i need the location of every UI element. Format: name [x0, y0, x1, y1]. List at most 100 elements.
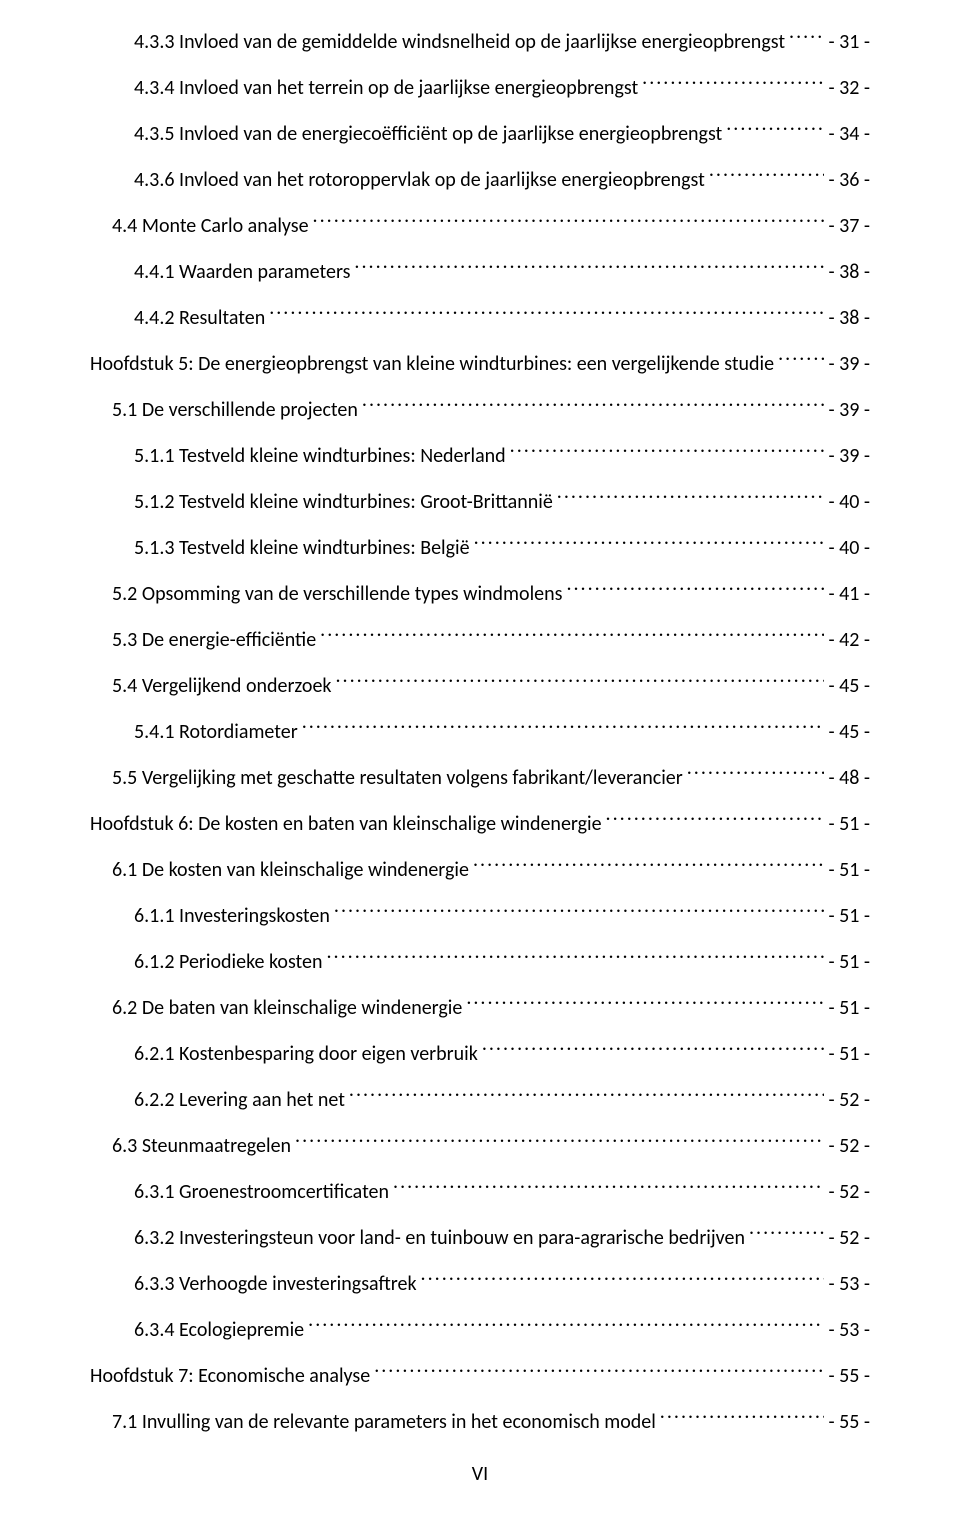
toc-entry: 4.3.6 Invloed van het rotoroppervlak op … — [90, 162, 870, 194]
toc-entry: 6.3.1 Groenestroomcertificaten - 52 - — [90, 1174, 870, 1206]
toc-entry-page: - 51 - — [824, 994, 870, 1022]
toc-entry-title: 6.2.2 Levering aan het net — [134, 1086, 349, 1114]
toc-entry-title: 6.3.4 Ecologiepremie — [134, 1316, 308, 1344]
toc-entry: 4.4.2 Resultaten - 38 - — [90, 300, 870, 332]
toc-entry-title: Hoofdstuk 7: Economische analyse — [90, 1362, 374, 1390]
toc-entry-page: - 51 - — [824, 810, 870, 838]
toc-entry: 4.3.4 Invloed van het terrein op de jaar… — [90, 70, 870, 102]
toc-entry: Hoofdstuk 6: De kosten en baten van klei… — [90, 806, 870, 838]
page-footer-numeral: VI — [0, 1462, 960, 1486]
toc-leader-dots — [393, 1174, 824, 1198]
toc-leader-dots — [778, 346, 824, 370]
toc-entry: 6.2.1 Kostenbesparing door eigen verbrui… — [90, 1036, 870, 1068]
toc-leader-dots — [302, 714, 825, 738]
toc-leader-dots — [482, 1036, 825, 1060]
toc-entry-title: 5.1.1 Testveld kleine windturbines: Nede… — [134, 442, 510, 470]
toc-leader-dots — [566, 576, 824, 600]
toc-entry: 4.3.3 Invloed van de gemiddelde windsnel… — [90, 24, 870, 56]
toc-leader-dots — [606, 806, 825, 830]
toc-entry-title: 5.5 Vergelijking met geschatte resultate… — [112, 764, 687, 792]
toc-entry-page: - 48 - — [824, 764, 870, 792]
toc-leader-dots — [660, 1404, 825, 1428]
toc-entry: 5.4.1 Rotordiameter- 45 - — [90, 714, 870, 746]
toc-entry-title: 6.3.1 Groenestroomcertificaten — [134, 1178, 393, 1206]
toc-entry-page: - 39 - — [824, 350, 870, 378]
toc-entry: Hoofdstuk 5: De energieopbrengst van kle… — [90, 346, 870, 378]
toc-entry-page: - 42 - — [824, 626, 870, 654]
toc-entry-page: - 40 - — [824, 488, 870, 516]
toc-leader-dots — [557, 484, 825, 508]
toc-entry-page: - 40 - — [824, 534, 870, 562]
toc-entry-title: 6.2.1 Kostenbesparing door eigen verbrui… — [134, 1040, 482, 1068]
toc-entry-title: 5.4 Vergelijkend onderzoek — [112, 672, 335, 700]
toc-entry-page: - 55 - — [824, 1362, 870, 1390]
toc-entry-page: - 51 - — [824, 1040, 870, 1068]
toc-entry-title: 6.1 De kosten van kleinschalige windener… — [112, 856, 473, 884]
toc-entry-title: 7.1 Invulling van de relevante parameter… — [112, 1408, 660, 1436]
toc-entry-title: 5.4.1 Rotordiameter — [134, 718, 302, 746]
toc-entry: 6.1.2 Periodieke kosten- 51 - — [90, 944, 870, 976]
toc-entry-page: - 41 - — [824, 580, 870, 608]
toc-leader-dots — [473, 852, 824, 876]
toc-leader-dots — [334, 898, 825, 922]
toc-entry: 6.2 De baten van kleinschalige windenerg… — [90, 990, 870, 1022]
toc-entry: 4.3.5 Invloed van de energiecoëfficiënt … — [90, 116, 870, 148]
toc-entry: 5.1 De verschillende projecten - 39 - — [90, 392, 870, 424]
toc-leader-dots — [327, 944, 825, 968]
toc-entry-page: - 39 - — [824, 396, 870, 424]
toc-entry-title: 4.3.6 Invloed van het rotoroppervlak op … — [134, 166, 709, 194]
toc-entry-page: - 37 - — [824, 212, 870, 240]
toc-entry: 6.3.3 Verhoogde investeringsaftrek - 53 - — [90, 1266, 870, 1298]
toc-entry: 6.3 Steunmaatregelen- 52 - — [90, 1128, 870, 1160]
toc-entry: 5.2 Opsomming van de verschillende types… — [90, 576, 870, 608]
toc-entry: 5.1.3 Testveld kleine windturbines: Belg… — [90, 530, 870, 562]
toc-leader-dots — [474, 530, 825, 554]
toc-leader-dots — [313, 208, 825, 232]
toc-entry: 6.2.2 Levering aan het net - 52 - — [90, 1082, 870, 1114]
toc-entry: 5.3 De energie-efficiëntie- 42 - — [90, 622, 870, 654]
toc-leader-dots — [320, 622, 824, 646]
toc-entry: 5.1.1 Testveld kleine windturbines: Nede… — [90, 438, 870, 470]
toc-entry: 6.3.4 Ecologiepremie- 53 - — [90, 1312, 870, 1344]
toc-entry-title: 5.1.2 Testveld kleine windturbines: Groo… — [134, 488, 557, 516]
toc-leader-dots — [295, 1128, 824, 1152]
toc-entry: 5.1.2 Testveld kleine windturbines: Groo… — [90, 484, 870, 516]
toc-entry: 6.1.1 Investeringskosten - 51 - — [90, 898, 870, 930]
toc-entry-page: - 38 - — [824, 304, 870, 332]
toc-entry-title: 4.4.1 Waarden parameters — [134, 258, 354, 286]
toc-entry-title: 4.3.4 Invloed van het terrein op de jaar… — [134, 74, 642, 102]
toc-entry-page: - 36 - — [824, 166, 870, 194]
toc-entry: Hoofdstuk 7: Economische analyse - 55 - — [90, 1358, 870, 1390]
toc-entry-title: 6.1.2 Periodieke kosten — [134, 948, 327, 976]
toc-leader-dots — [687, 760, 825, 784]
toc-entry: 5.4 Vergelijkend onderzoek- 45 - — [90, 668, 870, 700]
toc-entry-page: - 51 - — [824, 856, 870, 884]
toc-entry-page: - 52 - — [824, 1178, 870, 1206]
toc-leader-dots — [749, 1220, 824, 1244]
toc-entry: 5.5 Vergelijking met geschatte resultate… — [90, 760, 870, 792]
toc-entry-title: 5.1.3 Testveld kleine windturbines: Belg… — [134, 534, 474, 562]
toc-entry-page: - 32 - — [824, 74, 870, 102]
toc-entry-page: - 38 - — [824, 258, 870, 286]
toc-entry-title: 6.3.3 Verhoogde investeringsaftrek — [134, 1270, 421, 1298]
toc-leader-dots — [335, 668, 824, 692]
toc-leader-dots — [308, 1312, 824, 1336]
toc-entry-title: 6.2 De baten van kleinschalige windenerg… — [112, 994, 466, 1022]
toc-entry-title: 4.3.3 Invloed van de gemiddelde windsnel… — [134, 28, 789, 56]
toc-entry: 6.1 De kosten van kleinschalige windener… — [90, 852, 870, 884]
toc-entry: 4.4 Monte Carlo analyse- 37 - — [90, 208, 870, 240]
toc-entry-page: - 52 - — [824, 1086, 870, 1114]
toc-entry-page: - 53 - — [824, 1270, 870, 1298]
toc-entry-page: - 34 - — [824, 120, 870, 148]
toc-leader-dots — [642, 70, 824, 94]
table-of-contents: 4.3.3 Invloed van de gemiddelde windsnel… — [90, 24, 870, 1436]
toc-entry-title: 4.4.2 Resultaten — [134, 304, 269, 332]
toc-entry-title: 5.1 De verschillende projecten — [112, 396, 362, 424]
toc-entry-title: 6.1.1 Investeringskosten — [134, 902, 334, 930]
toc-entry-page: - 51 - — [824, 902, 870, 930]
document-page: 4.3.3 Invloed van de gemiddelde windsnel… — [0, 0, 960, 1514]
toc-entry-page: - 31 - — [824, 28, 870, 56]
toc-leader-dots — [709, 162, 825, 186]
toc-leader-dots — [354, 254, 824, 278]
toc-leader-dots — [466, 990, 824, 1014]
